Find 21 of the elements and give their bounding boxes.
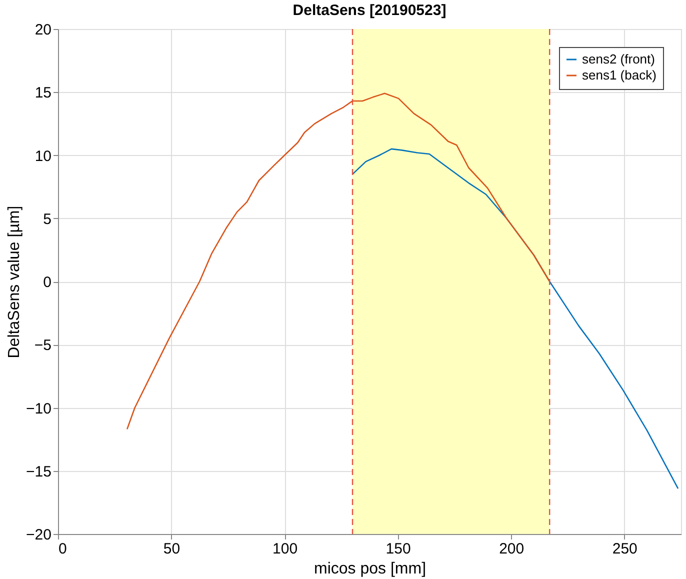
x-axis-title: micos pos [mm]	[314, 560, 426, 578]
x-tick-label: 150	[386, 540, 411, 558]
y-tick-label: −5	[34, 337, 52, 354]
y-axis-title: DeltaSens value [µm]	[6, 206, 24, 358]
x-tick-label: 200	[499, 540, 524, 558]
x-tick-label: 250	[612, 540, 638, 558]
y-tick-label: 0	[43, 274, 52, 291]
legend-label: sens2 (front)	[582, 52, 655, 66]
y-tick-label: −15	[26, 463, 52, 480]
y-tick-label: −10	[26, 400, 52, 418]
x-tick-label: 100	[272, 540, 298, 558]
y-tick-label: 20	[34, 22, 52, 38]
legend-label: sens1 (back)	[582, 68, 656, 82]
line-series	[126, 92, 550, 430]
y-tick-label: 15	[34, 84, 52, 102]
x-tick-label: 50	[163, 540, 180, 558]
chart-title: DeltaSens [20190523]	[292, 2, 446, 19]
x-tick-label: 0	[58, 540, 67, 558]
y-tick-label: −20	[26, 526, 52, 544]
y-tick-label: 10	[34, 148, 52, 165]
y-tick-label: 5	[43, 210, 52, 228]
